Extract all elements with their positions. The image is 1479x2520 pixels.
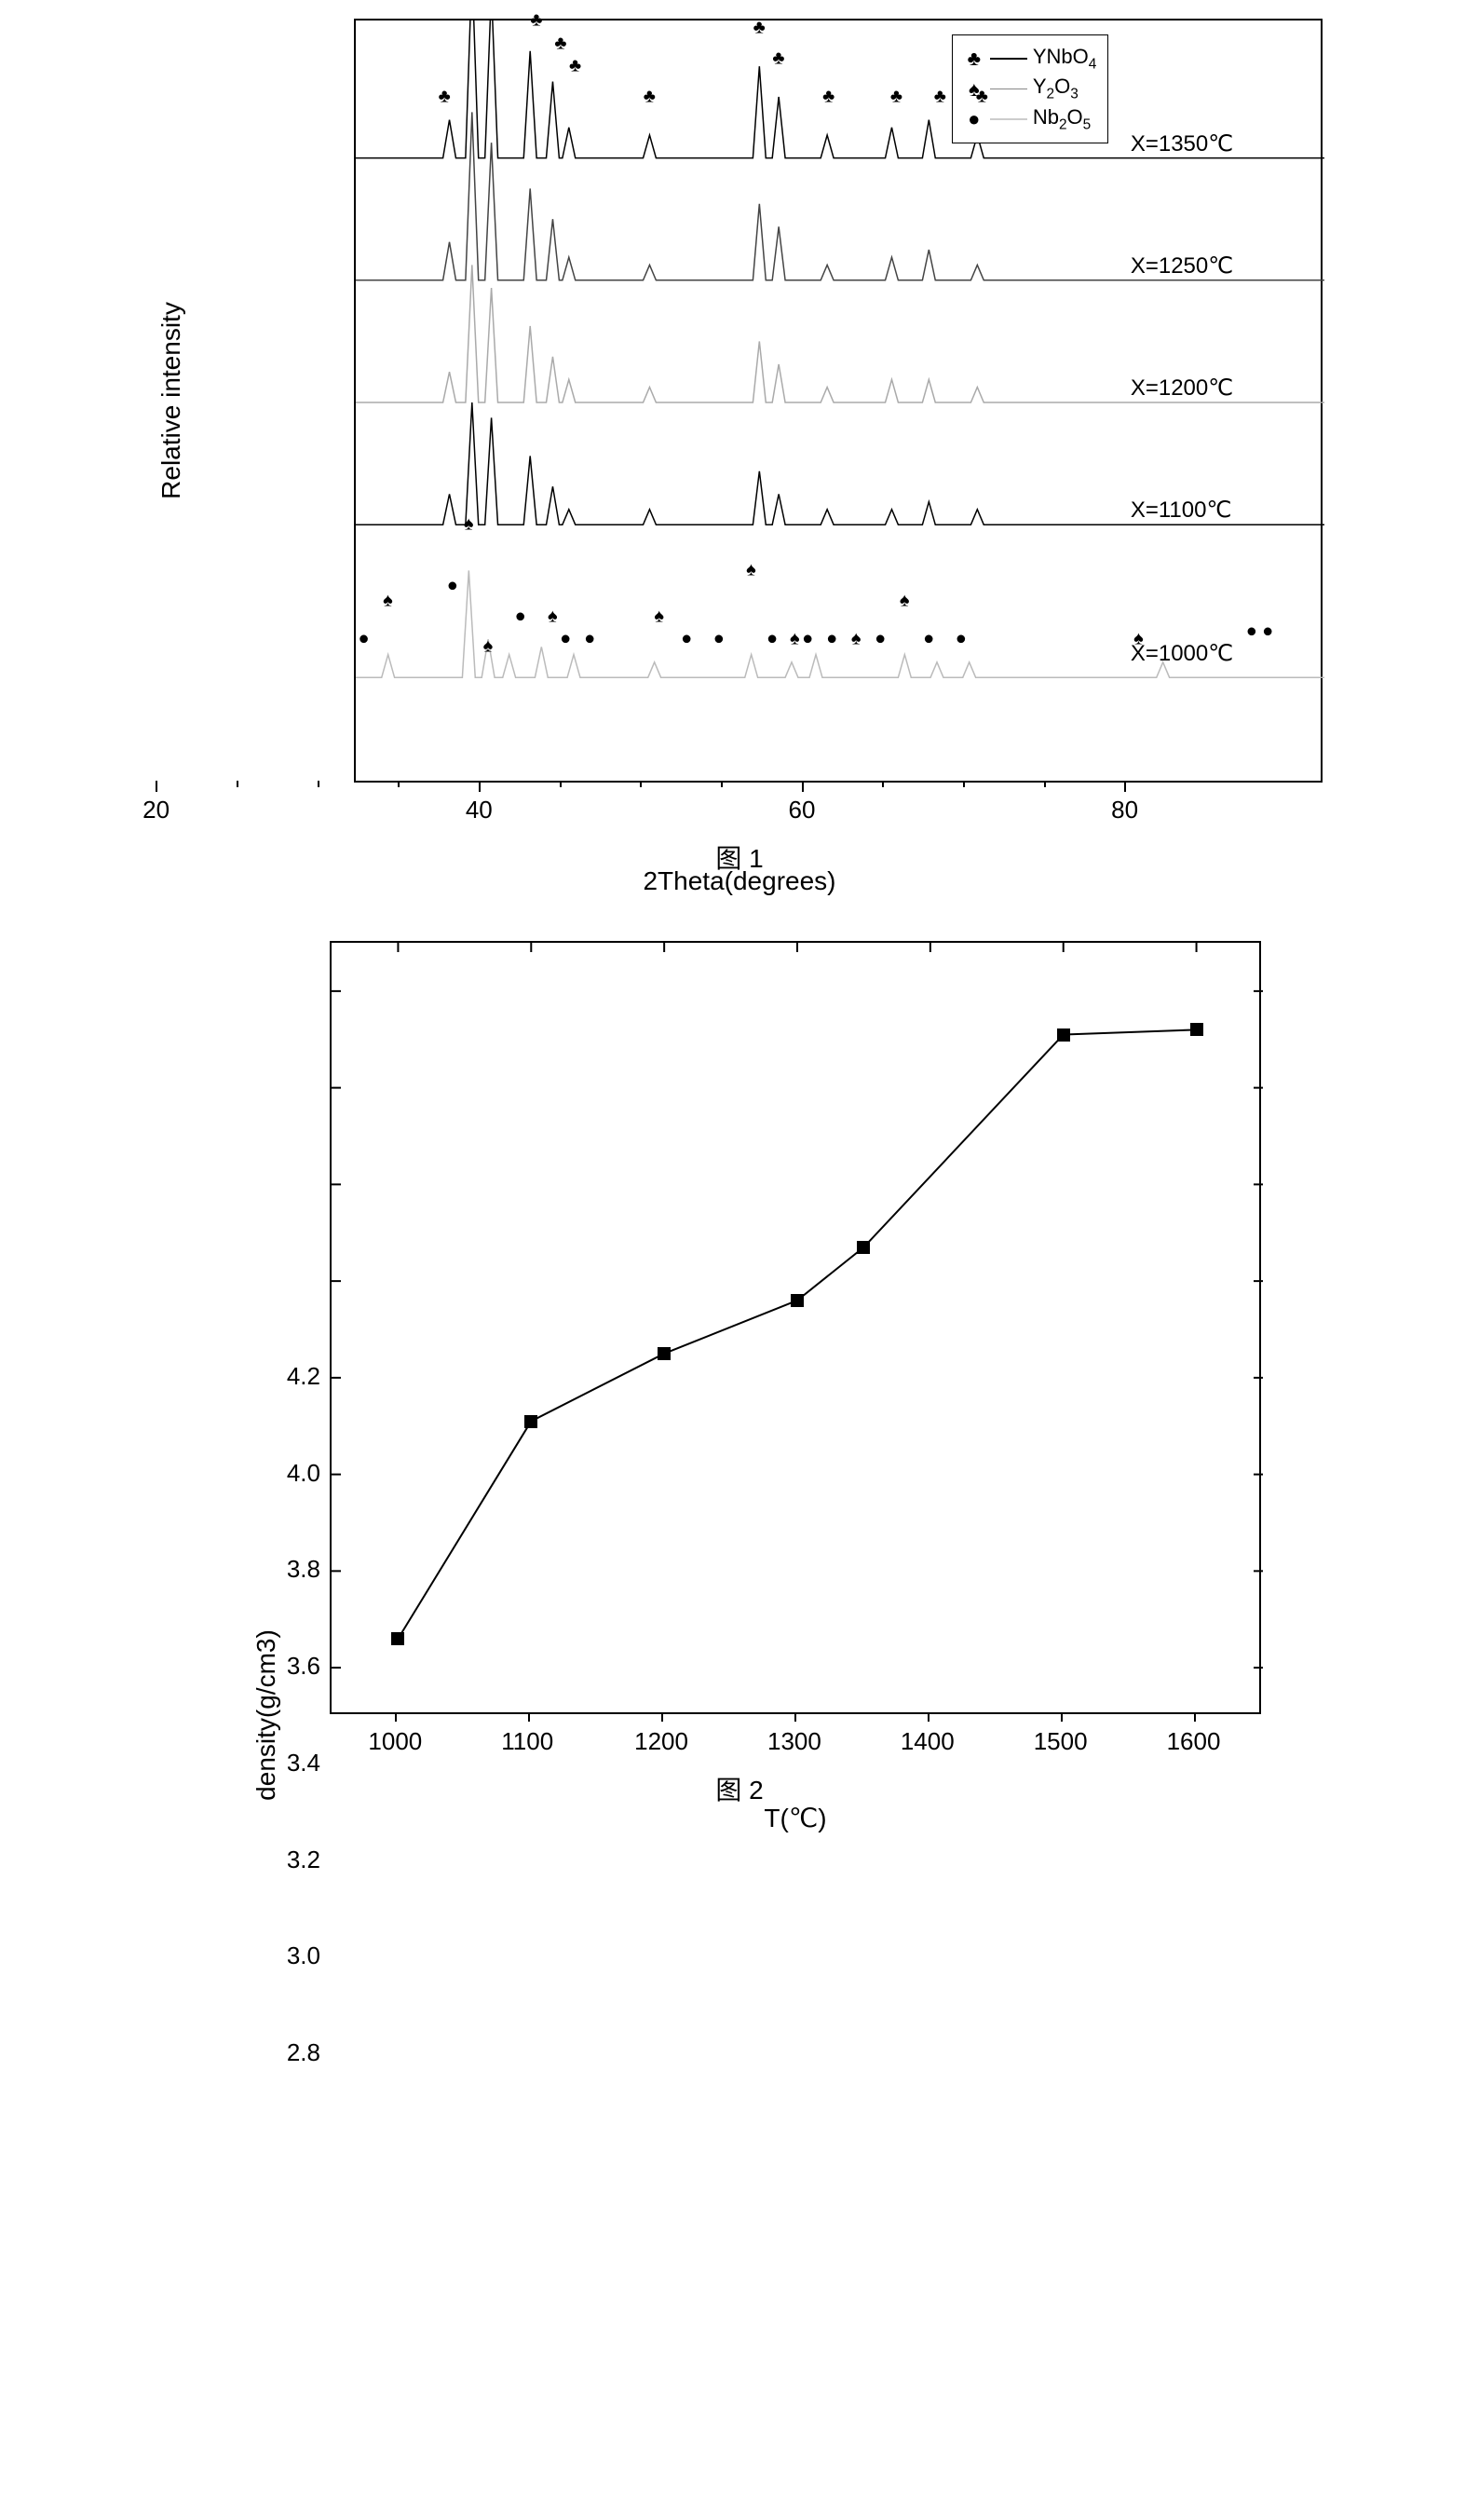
figure1-container: Relative intensity ♣YNbO4♠Y2O3●Nb2O5 X=1… [156,19,1323,876]
figure2-xlabel: T(℃) [330,1803,1261,1833]
figure1-peak-marker: ♣ [934,87,946,108]
figure1-peak-marker: ♠ [654,606,664,627]
figure1-peak-marker: ● [767,629,778,650]
figure1-peak-marker: ♠ [548,606,558,627]
figure2-data-point [1057,1028,1070,1042]
figure2-xtick-label: 1400 [901,1727,955,1756]
figure1-peak-marker: ♠ [851,629,862,650]
figure1-peak-marker: ♣ [644,87,656,108]
figure2-xtick-label: 1200 [634,1727,688,1756]
figure2-data-point [857,1241,870,1254]
figure2-svg [332,943,1263,1716]
figure1-peak-marker: ● [956,629,967,650]
figure2-data-point [658,1347,671,1360]
figure2-xtick-label: 1500 [1034,1727,1088,1756]
figure2-ytick-label: 3.2 [287,1846,320,1874]
figure1-peak-marker: ● [713,629,725,650]
figure1-peak-marker: ♣ [772,48,784,70]
legend-item: ♣YNbO4 [964,45,1096,73]
figure1-peak-marker: ● [1246,621,1257,643]
figure2-ytick-label: 3.8 [287,1555,320,1584]
figure1-peak-marker: ♠ [1133,629,1144,650]
figure1-series-label: X=1100℃ [1131,497,1232,524]
legend-item: ●Nb2O5 [964,105,1096,133]
figure1-peak-marker: ♠ [383,591,393,612]
figure1-peak-marker: ♠ [790,629,800,650]
figure1-ylabel: Relative intensity [156,302,186,499]
figure2-data-point [791,1294,804,1307]
figure2-data-point [391,1632,404,1645]
figure2-data-point [1190,1023,1203,1036]
figure1-peak-marker: ♣ [976,87,988,108]
figure2-caption: 图 2 [218,1770,1261,1807]
figure2-data-point [524,1415,537,1428]
figure1-series-label: X=1000℃ [1131,640,1233,667]
figure2-xtick-label: 1600 [1167,1727,1221,1756]
figure2-ytick-label: 4.2 [287,1362,320,1391]
figure1-peak-marker: ♠ [464,514,474,536]
figure1-peak-marker: ● [584,629,595,650]
figure1-peak-marker: ● [681,629,692,650]
figure2-ytick-label: 3.6 [287,1652,320,1681]
figure1-peak-marker: ♣ [569,56,581,77]
figure2-xtick-label: 1100 [501,1727,553,1756]
figure1-series-label: X=1200℃ [1131,375,1233,402]
figure1-peak-marker: ● [515,606,526,627]
figure1-xtick-label: 60 [789,796,816,824]
figure1-peak-marker: ♣ [890,87,902,108]
figure1-peak-marker: ● [826,629,837,650]
figure2-ytick-label: 2.8 [287,2038,320,2067]
figure1-xtick-label: 40 [466,796,493,824]
figure2-plot-area [330,941,1261,1714]
figure1-xlabel: 2Theta(degrees) [156,866,1323,896]
figure1-peak-marker: ● [875,629,886,650]
figure1-plot-area: ♣YNbO4♠Y2O3●Nb2O5 X=1350℃♣♣♣♣♣♣♣♣♣♣♣♣♣X=… [354,19,1323,783]
figure1-peak-marker: ● [560,629,571,650]
figure1-peak-marker: ● [923,629,934,650]
figure1-peak-marker: ♣ [439,87,451,108]
figure1-series-label: X=1250℃ [1131,252,1233,279]
figure1-xtick-label: 20 [142,796,170,824]
figure1-peak-marker: ♣ [753,18,766,39]
figure1-peak-marker: ● [1262,621,1273,643]
figure1-peak-marker: ♠ [483,636,494,658]
figure1-peak-marker: ♣ [822,87,834,108]
figure1-peak-marker: ♣ [530,10,542,32]
figure1-series-label: X=1350℃ [1131,130,1233,157]
figure2-ytick-label: 3.0 [287,1941,320,1970]
figure2-xtick-label: 1000 [368,1727,422,1756]
figure1-peak-marker: ● [358,629,369,650]
figure1-peak-marker: ♠ [900,591,910,612]
figure1-peak-marker: ♠ [746,560,756,581]
figure1-peak-marker: ♣ [554,33,566,54]
figure2-container: density(g/cm3) 2.83.03.23.43.63.84.04.2 … [218,941,1261,1807]
figure2-ytick-label: 3.4 [287,1749,320,1778]
figure1-xtick-label: 80 [1111,796,1138,824]
figure2-ytick-label: 4.0 [287,1459,320,1488]
figure1-peak-marker: ● [802,629,813,650]
figure1-peak-marker: ● [447,575,458,596]
figure2-xtick-label: 1300 [767,1727,821,1756]
